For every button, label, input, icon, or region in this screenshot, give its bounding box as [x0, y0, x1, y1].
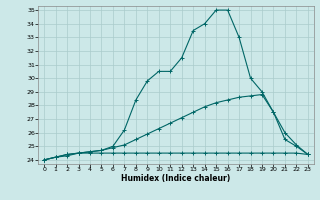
X-axis label: Humidex (Indice chaleur): Humidex (Indice chaleur) — [121, 174, 231, 183]
